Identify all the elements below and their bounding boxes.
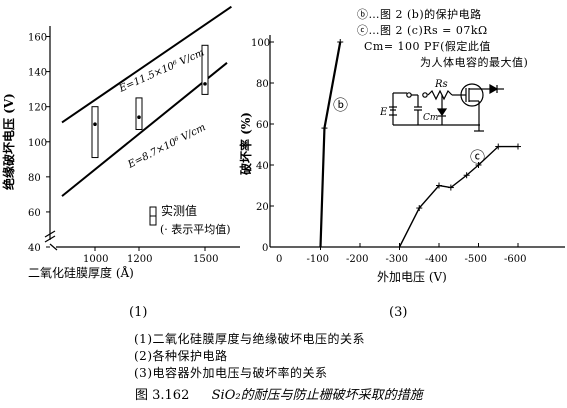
chart3-data-point xyxy=(317,244,324,250)
chart3-data-point xyxy=(396,244,403,250)
chart3-data-point xyxy=(495,143,502,150)
chart1-y-tick-label: 80 xyxy=(28,173,41,184)
chart3-series xyxy=(317,39,521,250)
panel-label-1: (1) xyxy=(129,305,148,320)
chart1-ylabel: 绝缘破坏电压 (V) xyxy=(1,93,16,190)
legend-symbol-label: 实测值 xyxy=(161,203,197,218)
circuit-legend-cm: Cm= 100 PF(假定此值 xyxy=(364,40,491,53)
chart1-axis-break xyxy=(44,235,56,243)
circuit-legend-b: ⓑ…图 2 (b)的保护电路 xyxy=(357,8,482,21)
chart3-x-tick-label: -400 xyxy=(425,254,447,265)
chart3-data-point xyxy=(515,143,521,150)
chart3-data-point xyxy=(436,182,442,189)
chart1-x-tick-label: 1200 xyxy=(127,254,152,265)
chart1-ranges xyxy=(91,44,209,159)
chart1-lines xyxy=(61,5,232,197)
legend-note: (· 表示平均值) xyxy=(160,222,231,236)
chart3-x-tick-label: -300 xyxy=(386,254,408,265)
chart1-xlabel: 二氧化硅膜厚度 (Å) xyxy=(28,265,134,280)
series-b-label: ⓑ xyxy=(333,96,348,114)
chart3-y-tick-label: 100 xyxy=(251,38,270,49)
chart3-data-point xyxy=(337,39,344,45)
chart3-x-tick-label: -100 xyxy=(307,254,329,265)
chart1-x-tick-label: 1000 xyxy=(83,254,108,265)
chart1-x-tick-label: 1500 xyxy=(193,254,218,265)
chart3-x-tick-label: -500 xyxy=(465,254,487,265)
chart1-y-tick-label: 160 xyxy=(28,33,47,44)
chart1-range-bar xyxy=(91,106,99,159)
chart1-range-bar xyxy=(201,44,209,95)
chart3-ticks: 0 20 40 60 80 100 0 -100 -200 -300 -400 -500 -600 xyxy=(251,38,526,265)
chart3-y-tick-label: 80 xyxy=(256,79,269,90)
chart3-y-tick-label: 60 xyxy=(256,120,269,131)
chart-3: 0 20 40 60 80 100 0 -100 -200 -300 -400 -500 -600 破坏… xyxy=(238,35,565,284)
chart1-trend-line-2 xyxy=(61,62,228,197)
chart1-trend-line-1 xyxy=(61,5,232,124)
chart3-series-line-2 xyxy=(398,145,518,248)
chart1-legend: 实测值 (· 表示平均值) xyxy=(149,203,231,236)
chart1-range-bar xyxy=(135,97,143,130)
chart3-data-point xyxy=(463,172,470,179)
chart1-ticks: 40 60 80 100 120 140 160 1000 1200 1500 xyxy=(28,33,218,265)
caption-line-3: (3)电容器外加电压与破坏率的关系 xyxy=(134,366,328,380)
chart3-xlabel: 外加电压 (V) xyxy=(377,270,447,284)
panel-label-3: (3) xyxy=(389,305,408,320)
figure-title: 图 3.162 SiO₂的耐压与防止栅破坏采取的措施 xyxy=(135,384,423,403)
label-cm: Cm xyxy=(423,113,438,123)
series-c-label: ⓒ xyxy=(470,148,485,166)
chart3-ylabel: 破坏率 (%) xyxy=(238,112,253,175)
chart1-y-tick-label: 100 xyxy=(28,138,47,149)
chart1-axes xyxy=(44,26,240,251)
circuit-legend-cm-note: 为人体电容的最大值) xyxy=(420,56,529,69)
chart1-x-axis-break xyxy=(49,243,58,251)
label-rs: Rs xyxy=(434,79,448,90)
chart3-data-point xyxy=(321,125,328,132)
circuit-legend-c: ⓒ…图 2 (c)Rs = 07kΩ xyxy=(357,24,488,37)
chart1-range-mean xyxy=(93,122,97,127)
figure-title-text: SiO₂的耐压与防止栅破坏采取的措施 xyxy=(211,388,423,403)
chart3-y-tick-label: 40 xyxy=(256,161,269,172)
chart1-y-tick-label: 60 xyxy=(28,208,41,219)
chart1-range-mean xyxy=(203,82,207,86)
caption-line-1: (1)二氧化硅膜厚度与绝缘破坏电压的关系 xyxy=(134,332,365,346)
chart3-series-line-1 xyxy=(319,41,342,248)
chart3-x-tick-label: -200 xyxy=(346,254,368,265)
chart3-data-point xyxy=(416,205,423,212)
chart1-y-tick-label: 40 xyxy=(28,243,41,254)
chart3-x-tick-label: -600 xyxy=(504,254,526,265)
figure-number: 图 3.162 xyxy=(135,388,190,403)
protection-circuit-diagram: Rs E Cm xyxy=(380,79,504,132)
chart1-range-mean xyxy=(137,115,141,120)
chart1-y-tick-label: 140 xyxy=(28,68,47,79)
chart3-y-tick-label: 20 xyxy=(256,202,269,213)
chart3-y-tick-label: 0 xyxy=(262,243,268,254)
chart1-axis-break xyxy=(44,230,56,238)
caption-line-2: (2)各种保护电路 xyxy=(134,349,228,363)
chart3-data-point xyxy=(447,184,454,191)
chart1-y-tick-label: 120 xyxy=(28,103,47,114)
chart3-x-tick-label: 0 xyxy=(276,254,282,265)
label-e: E xyxy=(380,107,388,118)
chart3-data-point xyxy=(475,162,482,168)
